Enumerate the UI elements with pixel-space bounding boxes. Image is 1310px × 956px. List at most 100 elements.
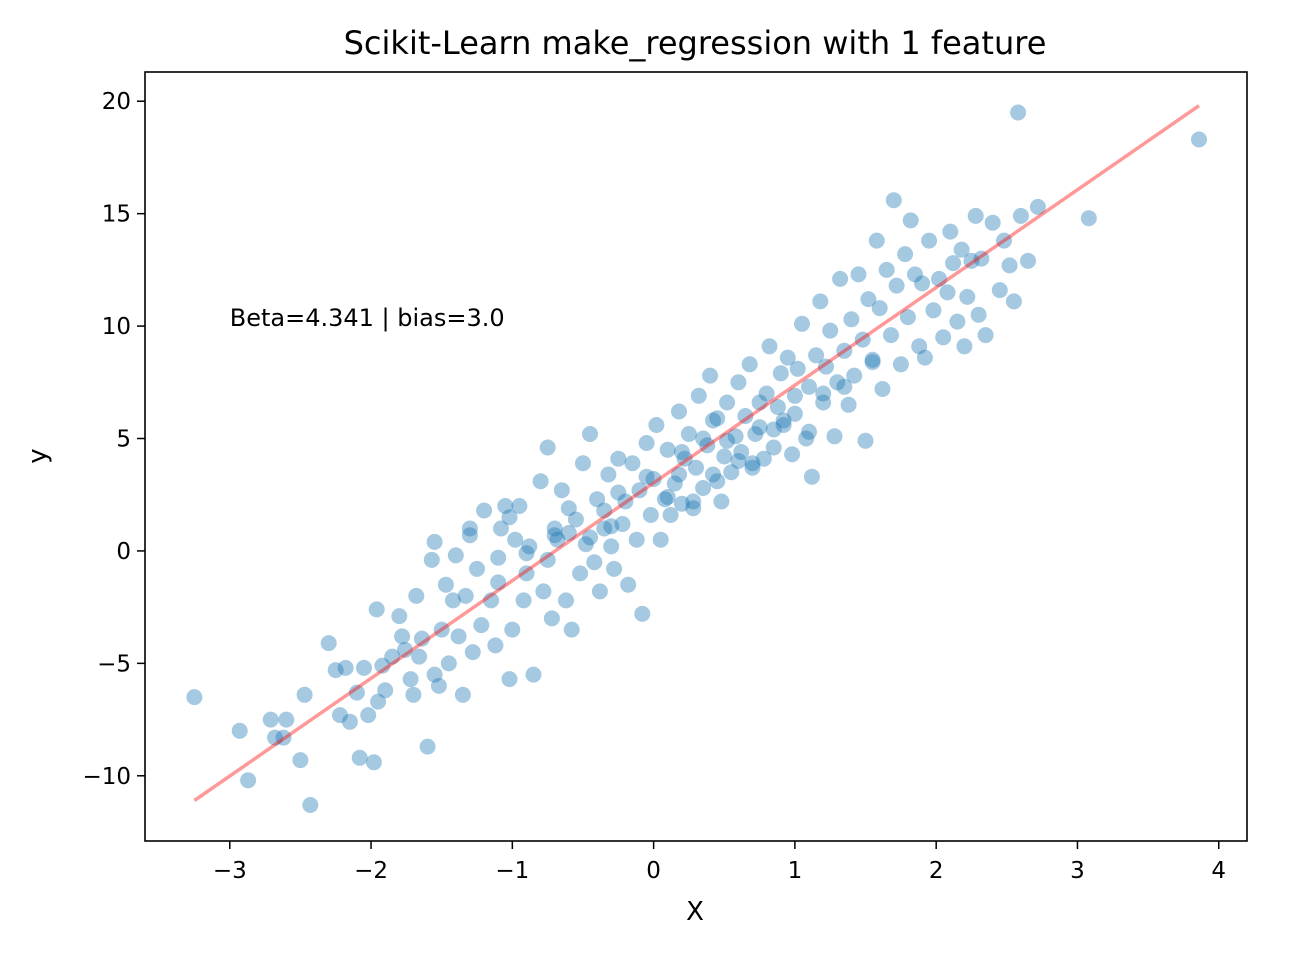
scatter-point <box>836 342 853 359</box>
y-tick-label: 5 <box>116 427 131 453</box>
scatter-point <box>673 495 690 512</box>
scatter-point <box>741 356 758 373</box>
scatter-point <box>638 435 655 451</box>
scatter-point <box>789 360 806 377</box>
x-tick-label: 3 <box>1070 858 1085 884</box>
scatter-point <box>560 500 577 517</box>
scatter-point <box>275 729 292 746</box>
scatter-point <box>648 417 665 433</box>
scatter-point <box>487 637 504 654</box>
scatter-point <box>577 536 594 553</box>
scatter-point <box>332 707 348 724</box>
scatter-point <box>603 538 620 555</box>
scatter-point <box>1012 207 1029 224</box>
scatter-point <box>772 365 789 382</box>
scatter-point <box>457 587 474 604</box>
scatter-point <box>483 592 500 609</box>
scatter-point <box>507 531 524 548</box>
scatter-point <box>730 453 747 469</box>
scatter-point <box>582 426 598 442</box>
scatter-point <box>356 659 372 676</box>
scatter-point <box>829 374 846 391</box>
scatter-point <box>973 250 990 267</box>
scatter-point <box>840 396 857 413</box>
scatter-point <box>490 574 507 591</box>
scatter-point <box>897 246 914 263</box>
scatter-point <box>815 385 832 402</box>
scatter-point <box>888 277 905 294</box>
scatter-point <box>596 502 613 519</box>
scatter-point <box>747 426 764 442</box>
scatter-point <box>515 592 532 609</box>
scatter-point <box>775 412 792 429</box>
scatter-point <box>610 484 627 501</box>
scatter-point <box>454 686 471 703</box>
scatter-point <box>688 459 704 476</box>
scatter-point <box>850 266 867 283</box>
scatter-point <box>857 432 874 449</box>
scatter-point <box>461 520 478 537</box>
scatter-point <box>769 399 786 415</box>
chart-title: Scikit-Learn make_regression with 1 feat… <box>344 24 1047 62</box>
scatter-point <box>563 621 580 638</box>
scatter-point <box>423 551 440 568</box>
scatter-point <box>558 592 574 609</box>
scatter-point <box>786 387 803 404</box>
scatter-point <box>426 533 443 550</box>
scatter-point <box>405 686 422 703</box>
x-tick-label: 1 <box>788 858 803 884</box>
scatter-point <box>685 500 702 517</box>
scatter-point <box>659 489 676 505</box>
scatter-point <box>1020 252 1036 269</box>
scatter-point <box>751 419 768 436</box>
scatter-point <box>959 288 976 305</box>
scatter-point <box>719 394 736 411</box>
scatter-point <box>539 551 556 568</box>
scatter-point <box>521 538 538 555</box>
scatter-point <box>967 207 984 224</box>
scatter-point <box>733 444 750 460</box>
scatter-point <box>911 338 928 355</box>
scatter-point <box>801 423 817 440</box>
scatter-point <box>931 270 947 287</box>
scatter-point <box>709 473 726 490</box>
scatter-point <box>394 628 411 645</box>
y-tick-label: 0 <box>116 539 131 565</box>
scatter-point <box>801 378 817 395</box>
scatter-point <box>713 493 730 510</box>
scatter-point <box>914 275 931 292</box>
scatter-point <box>871 300 888 317</box>
scatter-point <box>907 266 923 283</box>
scatter-point <box>426 666 443 683</box>
scatter-point <box>702 367 719 384</box>
scatter-point <box>719 432 736 449</box>
scatter-point <box>535 583 552 600</box>
scatter-point <box>883 327 899 344</box>
scatter-point <box>945 255 962 272</box>
scatter-point <box>532 473 549 490</box>
scatter-point <box>737 408 754 424</box>
y-axis: −10 −5 0 5 10 15 20 <box>82 89 145 790</box>
scatter-point <box>186 689 203 706</box>
scatter-point <box>695 430 712 447</box>
scatter-point <box>368 601 385 618</box>
scatter-point <box>925 302 942 319</box>
scatter-point <box>826 428 843 445</box>
scatter-point <box>397 641 413 658</box>
scatter-point <box>320 635 337 652</box>
scatter-point <box>832 270 849 287</box>
scatter-point <box>798 430 815 447</box>
scatter-point <box>402 671 419 688</box>
scatter-point <box>589 491 606 508</box>
scatter-point <box>784 446 801 463</box>
scatter-point <box>956 338 973 355</box>
scatter-point <box>803 468 820 485</box>
scatter-point <box>1005 293 1022 310</box>
scatter-point <box>600 466 617 483</box>
scatter-point <box>603 518 620 535</box>
scatter-point <box>278 711 295 728</box>
scatter-point <box>836 378 853 395</box>
scatter-point <box>240 772 257 789</box>
scatter-point <box>645 471 662 487</box>
